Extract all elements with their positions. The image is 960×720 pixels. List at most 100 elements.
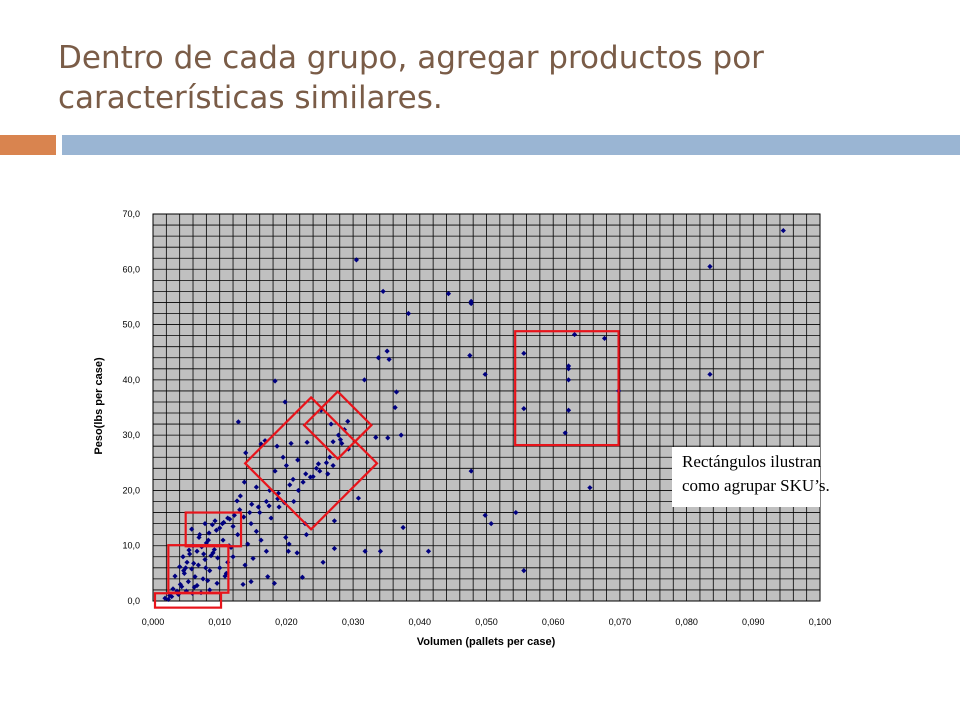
data-point bbox=[337, 436, 344, 443]
data-point bbox=[179, 584, 185, 590]
data-point bbox=[393, 389, 400, 395]
y-tick-label: 30,0 bbox=[122, 430, 140, 440]
data-point bbox=[285, 548, 292, 554]
slide-title: Dentro de cada grupo, agregar productos … bbox=[58, 38, 938, 118]
data-point bbox=[300, 479, 306, 485]
data-point bbox=[272, 468, 278, 474]
data-point bbox=[211, 546, 217, 553]
data-point bbox=[203, 565, 209, 571]
annotation-box: Rectángulos ilustran como agrupar SKU’s. bbox=[672, 447, 830, 507]
data-point bbox=[707, 263, 713, 270]
data-point bbox=[249, 501, 255, 507]
data-point bbox=[253, 484, 259, 490]
data-point bbox=[202, 521, 208, 527]
x-tick-label: 0,010 bbox=[208, 617, 231, 627]
data-point bbox=[601, 335, 608, 341]
data-point bbox=[262, 438, 268, 444]
x-axis-title: Volumen (pallets per case) bbox=[417, 636, 556, 648]
data-point bbox=[304, 439, 310, 445]
data-point bbox=[195, 562, 201, 568]
data-point bbox=[295, 487, 302, 494]
y-tick-label: 20,0 bbox=[122, 485, 140, 495]
data-point bbox=[303, 471, 309, 477]
data-point bbox=[384, 348, 390, 354]
data-point bbox=[400, 524, 406, 531]
data-point bbox=[385, 435, 391, 441]
data-point bbox=[208, 553, 214, 559]
data-point bbox=[183, 565, 189, 571]
data-point bbox=[234, 498, 240, 504]
data-point bbox=[247, 509, 253, 516]
data-point bbox=[276, 504, 282, 510]
data-point bbox=[217, 525, 223, 531]
data-point bbox=[310, 474, 316, 480]
data-point bbox=[206, 530, 212, 536]
data-point bbox=[521, 350, 527, 356]
data-point bbox=[257, 509, 263, 516]
x-tick-label: 0,020 bbox=[275, 617, 298, 627]
data-point bbox=[328, 421, 334, 427]
x-tick-label: 0,000 bbox=[142, 617, 165, 627]
data-point bbox=[219, 521, 225, 527]
data-point bbox=[287, 482, 293, 488]
slide-title-line-1: Dentro de cada grupo, agregar productos … bbox=[58, 40, 764, 76]
data-point bbox=[373, 434, 379, 440]
y-tick-label: 0,0 bbox=[127, 596, 140, 606]
data-point bbox=[194, 548, 200, 554]
data-point bbox=[169, 593, 175, 600]
data-point bbox=[362, 548, 368, 554]
data-point bbox=[200, 576, 206, 582]
data-point bbox=[521, 567, 527, 574]
title-accent-bar-orange bbox=[0, 135, 56, 155]
data-point bbox=[405, 310, 412, 317]
x-tick-label: 0,100 bbox=[809, 617, 832, 627]
data-point bbox=[313, 465, 320, 471]
data-point bbox=[294, 550, 300, 556]
highlight-rectangle bbox=[514, 330, 620, 447]
data-point bbox=[217, 565, 223, 571]
data-point bbox=[191, 584, 197, 590]
data-point bbox=[258, 441, 264, 447]
data-point bbox=[482, 512, 488, 518]
data-point bbox=[253, 528, 259, 534]
data-point bbox=[248, 579, 254, 585]
data-point bbox=[327, 454, 333, 460]
data-point bbox=[250, 555, 256, 562]
data-point bbox=[513, 509, 519, 516]
data-point bbox=[265, 574, 271, 580]
data-point bbox=[235, 532, 241, 538]
data-point bbox=[209, 522, 215, 528]
data-point bbox=[263, 548, 269, 554]
data-point bbox=[303, 532, 310, 538]
data-point bbox=[290, 476, 296, 482]
data-point bbox=[242, 562, 248, 568]
annotation-line-2: como agrupar SKU’s. bbox=[682, 476, 830, 495]
y-axis-title: Peso(lbs per case) bbox=[93, 357, 105, 455]
data-point bbox=[392, 404, 398, 411]
data-point bbox=[263, 498, 269, 505]
data-point bbox=[207, 567, 213, 574]
y-tick-label: 50,0 bbox=[122, 320, 140, 330]
plot-border bbox=[152, 213, 821, 602]
data-point bbox=[467, 352, 473, 359]
data-point bbox=[355, 495, 362, 501]
annotation-line-1: Rectángulos ilustran bbox=[682, 452, 822, 471]
data-point bbox=[172, 573, 178, 579]
data-point bbox=[345, 418, 351, 424]
data-point bbox=[241, 514, 247, 520]
data-point bbox=[283, 534, 289, 541]
data-point bbox=[353, 257, 360, 263]
x-tick-label: 0,040 bbox=[409, 617, 432, 627]
data-point bbox=[707, 371, 713, 377]
data-point bbox=[330, 439, 336, 445]
data-point bbox=[482, 371, 488, 377]
y-tick-label: 60,0 bbox=[122, 264, 140, 274]
data-point bbox=[180, 554, 186, 560]
data-point bbox=[202, 556, 208, 563]
data-point bbox=[380, 288, 386, 294]
data-point bbox=[468, 468, 474, 474]
data-point bbox=[175, 591, 181, 597]
data-point bbox=[271, 580, 277, 586]
data-point bbox=[295, 457, 301, 463]
data-point bbox=[565, 407, 572, 413]
